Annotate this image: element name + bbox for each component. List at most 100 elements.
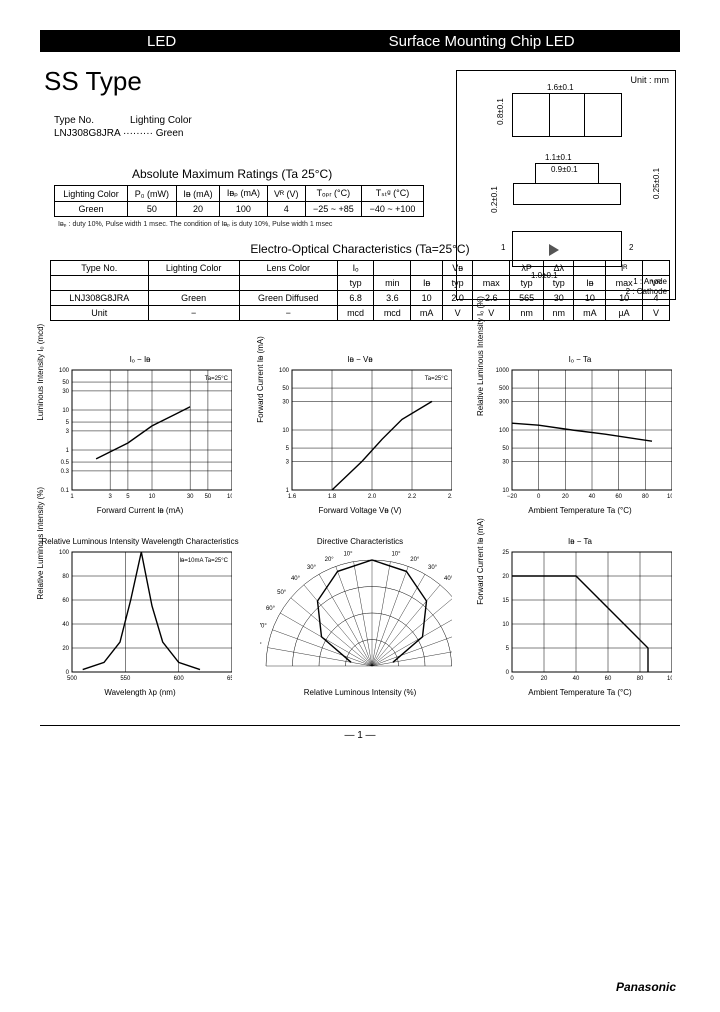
svg-text:20°: 20°: [410, 557, 420, 563]
svg-text:50: 50: [62, 380, 69, 386]
charts-grid: Iₒ − Iᴃ Luminous Intensity Iₒ (mcd) 1351…: [40, 355, 680, 707]
svg-text:0.1: 0.1: [61, 488, 70, 494]
table-cell: Unit: [51, 306, 149, 321]
table-cell: Iᴃₚ (mA): [220, 186, 268, 202]
table-cell: typ: [337, 276, 374, 291]
svg-text:60: 60: [615, 494, 622, 500]
table-cell: Type No.: [51, 261, 149, 276]
svg-text:25: 25: [502, 550, 509, 556]
svg-text:30: 30: [187, 494, 194, 500]
table-cell: mcd: [374, 306, 411, 321]
svg-text:100: 100: [667, 676, 672, 682]
svg-text:60: 60: [62, 598, 69, 604]
chart-xlabel: Forward Current Iᴃ (mA): [40, 506, 240, 515]
table-cell: 100: [220, 202, 268, 217]
chart-xlabel: Ambient Temperature Ta (°C): [480, 506, 680, 515]
svg-text:5: 5: [126, 494, 130, 500]
table-cell: [411, 261, 443, 276]
dim-front-cap: 0.9±0.1: [551, 165, 578, 174]
table-cell: Vᴿ (V): [267, 186, 305, 202]
svg-text:30: 30: [502, 459, 509, 465]
footer-divider: [40, 725, 680, 726]
dim-top-h: 0.8±0.1: [496, 98, 505, 125]
svg-text:0.5: 0.5: [61, 460, 70, 466]
chart-ylabel: Relative Luminous Intensity (%): [36, 487, 45, 600]
chart-xlabel: Forward Voltage Vᴃ (V): [260, 506, 460, 515]
svg-text:Ta=25°C: Ta=25°C: [425, 376, 449, 382]
svg-text:20: 20: [62, 646, 69, 652]
svg-text:10: 10: [149, 494, 156, 500]
table-cell: [239, 276, 337, 291]
table-cell: −: [148, 306, 239, 321]
svg-text:10: 10: [62, 408, 69, 414]
lighting-color-label: Lighting Color: [130, 115, 192, 126]
chart-2: Iₒ − Ta Relative Luminous Intensity Iₒ (…: [480, 355, 680, 525]
svg-text:60: 60: [605, 676, 612, 682]
table-cell: Tₒₚᵣ (°C): [305, 186, 361, 202]
table-cell: Iᴃ: [411, 276, 443, 291]
chart-xlabel: Ambient Temperature Ta (°C): [480, 688, 680, 697]
svg-text:60°: 60°: [266, 606, 276, 612]
svg-text:10: 10: [502, 488, 509, 494]
chart-title: Directive Characteristics: [260, 537, 460, 546]
type-no-value: LNJ308G8JRA: [54, 128, 120, 139]
svg-text:80: 80: [642, 494, 649, 500]
svg-text:30°: 30°: [428, 565, 438, 571]
brand-logo: Panasonic: [616, 980, 676, 994]
svg-text:30: 30: [282, 399, 289, 405]
svg-text:100: 100: [59, 368, 70, 374]
table-cell: Iₒ: [337, 261, 374, 276]
svg-text:5: 5: [286, 446, 290, 452]
table-cell: 3.6: [374, 291, 411, 306]
svg-text:10°: 10°: [343, 552, 353, 558]
svg-text:20: 20: [502, 574, 509, 580]
dim-front-w: 1.1±0.1: [545, 153, 572, 162]
svg-text:100: 100: [59, 550, 70, 556]
page-number: — 1 —: [40, 730, 680, 741]
svg-text:1: 1: [70, 494, 74, 500]
table-cell: [374, 261, 411, 276]
svg-text:50: 50: [205, 494, 212, 500]
table-cell: [51, 276, 149, 291]
table-cell: Green: [55, 202, 128, 217]
table-cell: −25 ~ +85: [305, 202, 361, 217]
svg-text:500: 500: [67, 676, 78, 682]
chart-5: Iᴃ − Ta Forward Current Iᴃ (mA) 02040608…: [480, 537, 680, 707]
table-cell: mcd: [337, 306, 374, 321]
svg-text:50: 50: [502, 446, 509, 452]
chart-4: Directive Characteristics 10°10°20°20°30…: [260, 537, 460, 707]
dim-pin1: 1: [501, 243, 505, 252]
chart-title: Iᴃ − Ta: [480, 537, 680, 546]
svg-text:3: 3: [66, 429, 70, 435]
table-cell: Tₛₜᵍ (°C): [362, 186, 424, 202]
svg-text:1: 1: [66, 448, 70, 454]
dimension-drawing: Unit : mm 1.6±0.1 0.8±0.1 1.1±0.1 0.9±0.…: [456, 70, 676, 300]
table-cell: nm: [510, 306, 544, 321]
svg-text:1000: 1000: [496, 368, 510, 374]
svg-text:10: 10: [502, 622, 509, 628]
svg-text:5: 5: [66, 420, 70, 426]
table-cell: 6.8: [337, 291, 374, 306]
svg-text:300: 300: [499, 399, 510, 405]
svg-text:40: 40: [589, 494, 596, 500]
svg-text:40°: 40°: [291, 576, 301, 582]
table-cell: Green Diffused: [239, 291, 337, 306]
svg-text:2.4: 2.4: [448, 494, 452, 500]
table-cell: 4: [267, 202, 305, 217]
chart-0: Iₒ − Iᴃ Luminous Intensity Iₒ (mcd) 1351…: [40, 355, 240, 525]
svg-text:20°: 20°: [325, 557, 335, 563]
table-cell: LNJ308G8JRA: [51, 291, 149, 306]
table-cell: Green: [148, 291, 239, 306]
svg-text:0.3: 0.3: [61, 469, 70, 475]
table-cell: V: [442, 306, 472, 321]
dim-front-h: 0.2±0.1: [490, 186, 499, 213]
chart-title: Iₒ − Iᴃ: [40, 355, 240, 364]
table-cell: 10: [411, 291, 443, 306]
table-cell: Iᴃ (mA): [176, 186, 219, 202]
chart-3: Relative Luminous Intensity Wavelength C…: [40, 537, 240, 707]
svg-text:50°: 50°: [277, 590, 287, 596]
chart-title: Iᴃ − Vᴃ: [260, 355, 460, 364]
chart-ylabel: Forward Current Iᴃ (mA): [476, 518, 485, 604]
type-color: Green: [156, 128, 184, 139]
pin-cathode: 2 : Cathode: [626, 287, 667, 296]
